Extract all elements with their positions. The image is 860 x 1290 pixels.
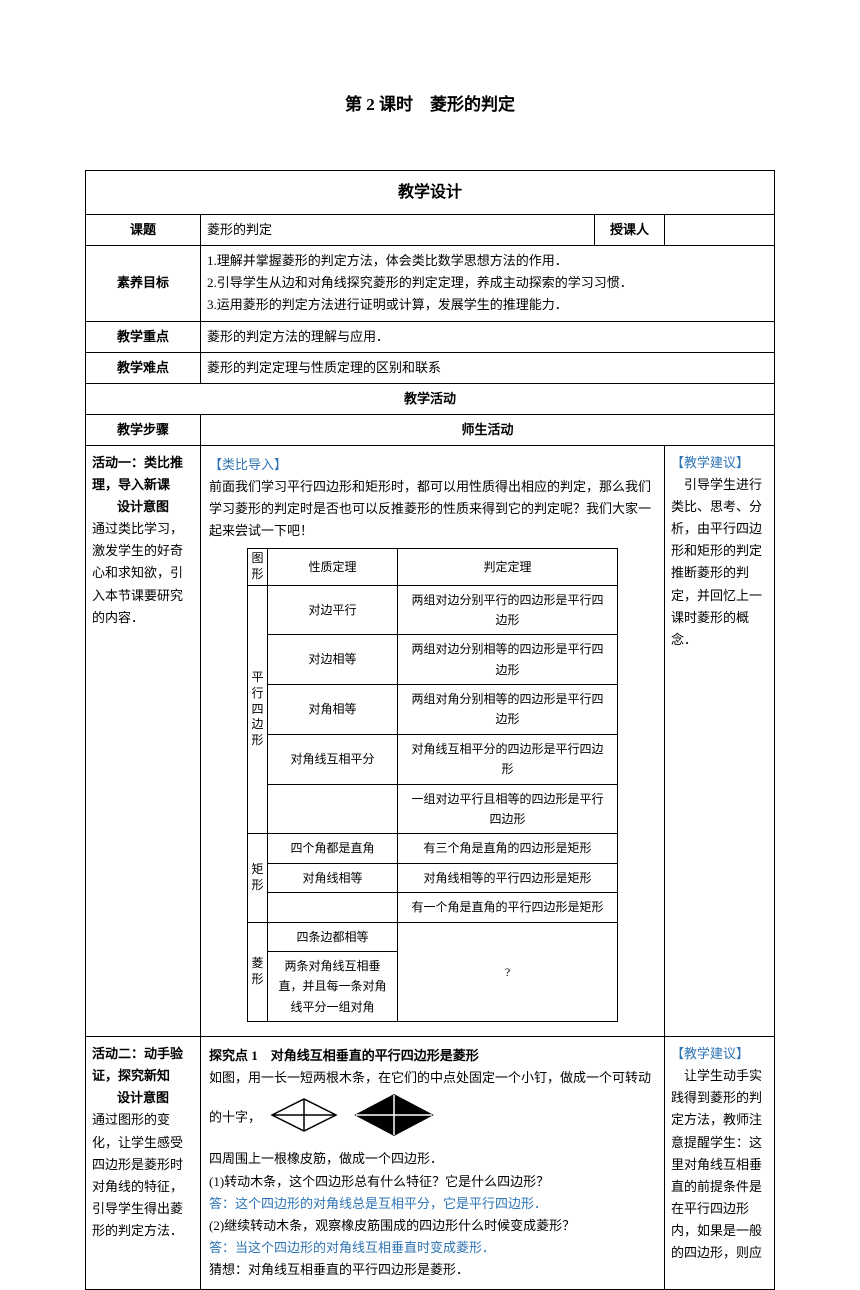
suggest-1-label: 【教学建议】 (671, 455, 749, 470)
teacher-value (665, 215, 775, 246)
r3-empty (268, 893, 398, 922)
mq: ? (398, 922, 618, 1022)
activity-2-content: 探究点 1 对角线互相垂直的平行四边形是菱形 如图，用一长一短两根木条，在它们的… (201, 1037, 665, 1290)
act2-guess: 猜想：对角线互相垂直的平行四边形是菱形． (209, 1259, 656, 1281)
activity-2-intent-label: 设计意图 (92, 1087, 194, 1109)
p1: 对边平行 (268, 585, 398, 635)
p5-empty (268, 784, 398, 834)
key-label: 教学重点 (86, 321, 201, 352)
diff-value: 菱形的判定定理与性质定理的区别和联系 (201, 352, 775, 383)
goal-line-1: 1.理解并掌握菱形的判定方法，体会类比数学思想方法的作用． (207, 253, 568, 268)
diff-label: 教学难点 (86, 352, 201, 383)
j3: 两组对角分别相等的四边形是平行四边形 (398, 685, 618, 735)
step-label: 教学步骤 (86, 414, 201, 445)
act2-q1: (1)转动木条，这个四边形总有什么特征？它是什么四边形？ (209, 1171, 656, 1193)
activity-2-intent: 通过图形的变化，让学生感受四边形是菱形时对角线的特征，引导学生得出菱形的判定方法… (92, 1112, 183, 1237)
activity-2-title: 活动二：动手验证，探究新知 (92, 1046, 183, 1083)
properties-table: 图形 性质定理 判定定理 平行四边形 对边平行 两组对边分别平行的四边形是平行四… (247, 548, 618, 1022)
goal-line-2: 2.引导学生从边和对角线探究菱形的判定定理，养成主动探索的学习习惯． (207, 275, 633, 290)
activity-2-suggest: 【教学建议】 让学生动手实践得到菱形的判定方法，教师注意提醒学生：这里对角线互相… (665, 1037, 775, 1290)
p2: 对边相等 (268, 635, 398, 685)
teacher-label: 授课人 (595, 215, 665, 246)
activity-1-intent: 通过类比学习，激发学生的好奇心和求知欲，引入本节课要研究的内容． (92, 521, 183, 624)
activity-2-side: 活动二：动手验证，探究新知 设计意图 通过图形的变化，让学生感受四边形是菱形时对… (86, 1037, 201, 1290)
activity-1-suggest: 【教学建议】 引导学生进行类比、思考、分析，由平行四边形和矩形的判定推断菱形的判… (665, 445, 775, 1036)
act2-a1: 答：这个四边形的对角线总是互相平分，它是平行四边形． (209, 1193, 656, 1215)
key-value: 菱形的判定方法的理解与应用． (201, 321, 775, 352)
act2-q2: (2)继续转动木条，观察橡皮筋围成的四边形什么时候变成菱形？ (209, 1215, 656, 1237)
lesson-plan-table: 教学设计 课题 菱形的判定 授课人 素养目标 1.理解并掌握菱形的判定方法，体会… (85, 170, 775, 1290)
j1: 两组对边分别平行的四边形是平行四边形 (398, 585, 618, 635)
student-label: 师生活动 (201, 414, 775, 445)
inner-h-prop: 性质定理 (268, 549, 398, 585)
rj3: 有一个角是直角的平行四边形是矩形 (398, 893, 618, 922)
act2-a2: 答：当这个四边形的对角线互相垂直时变成菱形． (209, 1237, 656, 1259)
j2: 两组对边分别相等的四边形是平行四边形 (398, 635, 618, 685)
suggest-2-text: 让学生动手实践得到菱形的判定方法，教师注意提醒学生：这里对角线互相垂直的前提条件… (671, 1068, 762, 1260)
suggest-2-label: 【教学建议】 (671, 1046, 749, 1061)
p4: 对角线互相平分 (268, 734, 398, 784)
suggest-1-text: 引导学生进行类比、思考、分析，由平行四边形和矩形的判定推断菱形的判定，并回忆上一… (671, 477, 762, 647)
activity-1-title: 活动一：类比推理，导入新课 (92, 455, 183, 492)
j4: 对角线互相平分的四边形是平行四边形 (398, 734, 618, 784)
parallelogram-label: 平行四边形 (248, 585, 268, 834)
rhombus-label: 菱形 (248, 922, 268, 1022)
r1: 四个角都是直角 (268, 834, 398, 863)
rhombus-diagram-icon (264, 1089, 434, 1148)
activity-1-intent-label: 设计意图 (92, 496, 194, 518)
rect-label: 矩形 (248, 834, 268, 922)
goal-value: 1.理解并掌握菱形的判定方法，体会类比数学思想方法的作用． 2.引导学生从边和对… (201, 246, 775, 321)
goal-line-3: 3.运用菱形的判定方法进行证明或计算，发展学生的推理能力． (207, 297, 568, 312)
j5: 一组对边平行且相等的四边形是平行四边形 (398, 784, 618, 834)
intro-label: 【类比导入】 (209, 454, 656, 476)
topic-label: 课题 (86, 215, 201, 246)
activity-header: 教学活动 (86, 383, 775, 414)
activity-1-content: 【类比导入】 前面我们学习平行四边形和矩形时，都可以用性质得出相应的判定，那么我… (201, 445, 665, 1036)
m1: 四条边都相等 (268, 922, 398, 951)
rj1: 有三个角是直角的四边形是矩形 (398, 834, 618, 863)
activity-1-side: 活动一：类比推理，导入新课 设计意图 通过类比学习，激发学生的好奇心和求知欲，引… (86, 445, 201, 1036)
p3: 对角相等 (268, 685, 398, 735)
rj2: 对角线相等的平行四边形是矩形 (398, 863, 618, 892)
intro-text: 前面我们学习平行四边形和矩形时，都可以用性质得出相应的判定，那么我们学习菱形的判… (209, 476, 656, 542)
goal-label: 素养目标 (86, 246, 201, 321)
inner-h-judge: 判定定理 (398, 549, 618, 585)
topic-value: 菱形的判定 (201, 215, 595, 246)
act2-text1: 如图，用一长一短两根木条，在它们的中点处固定一个小钉，做成一个可转动的十字， (209, 1067, 656, 1148)
m2: 两条对角线互相垂直，并且每一条对角线平分一组对角 (268, 951, 398, 1021)
point-label: 探究点 1 对角线互相垂直的平行四边形是菱形 (209, 1045, 656, 1067)
act2-text2: 四周围上一根橡皮筋，做成一个四边形． (209, 1148, 656, 1170)
design-header: 教学设计 (86, 171, 775, 215)
inner-h-shape: 图形 (248, 549, 268, 585)
page-title: 第 2 课时 菱形的判定 (85, 90, 775, 115)
r2: 对角线相等 (268, 863, 398, 892)
